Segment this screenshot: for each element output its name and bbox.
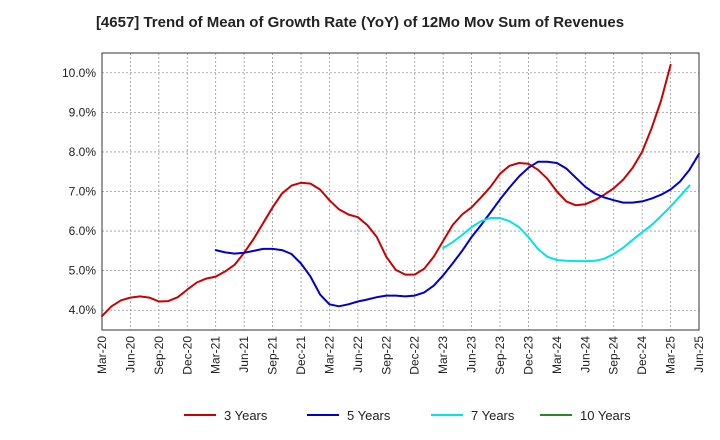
legend: 3 Years 5 Years 7 Years 10 Years <box>184 408 631 423</box>
legend-label-10-years: 10 Years <box>580 408 631 423</box>
series-layer <box>101 63 700 318</box>
y-tick-label: 5.0% <box>69 264 97 278</box>
y-tick-label: 6.0% <box>69 224 97 238</box>
x-tick-label: Dec-23 <box>521 336 535 375</box>
x-tick-label: Sep-20 <box>152 336 166 375</box>
x-tick-label: Dec-20 <box>180 336 194 375</box>
x-tick-label: Jun-20 <box>123 336 137 373</box>
x-tick-label: Sep-21 <box>266 336 280 375</box>
plot-area-frame <box>101 52 700 331</box>
x-tick-label: Dec-22 <box>408 336 422 375</box>
x-tick-label: Sep-24 <box>607 336 621 375</box>
x-tick-label: Mar-25 <box>664 336 678 374</box>
x-tick-label: Mar-21 <box>209 336 223 374</box>
x-tick-label: Jun-24 <box>578 336 592 373</box>
series-line-7-years <box>442 184 691 263</box>
x-tick-label: Dec-24 <box>635 336 649 375</box>
series-line-3-years <box>101 63 672 318</box>
x-tick-label: Sep-23 <box>493 336 507 375</box>
x-axis: Mar-20 Jun-20 Sep-20 Dec-20 Mar-21 Jun-21 Sep-… <box>95 336 706 375</box>
x-tick-label: Jun-25 <box>692 336 706 373</box>
grid-layer <box>101 53 700 330</box>
x-tick-label: Mar-23 <box>436 336 450 374</box>
x-tick-label: Jun-23 <box>465 336 479 373</box>
legend-label-5-years: 5 Years <box>347 408 391 423</box>
y-tick-label: 7.0% <box>69 185 97 199</box>
x-tick-label: Mar-24 <box>550 336 564 374</box>
x-tick-label: Mar-20 <box>95 336 109 374</box>
legend-label-7-years: 7 Years <box>471 408 515 423</box>
x-tick-label: Jun-21 <box>237 336 251 373</box>
y-tick-label: 4.0% <box>69 303 97 317</box>
y-tick-label: 10.0% <box>62 66 96 80</box>
x-tick-label: Mar-22 <box>322 336 336 374</box>
x-tick-label: Dec-21 <box>294 336 308 375</box>
x-tick-label: Sep-22 <box>379 336 393 375</box>
y-tick-label: 9.0% <box>69 105 97 119</box>
series-line-5-years <box>214 152 700 308</box>
chart-title: [4657] Trend of Mean of Growth Rate (YoY… <box>95 14 625 31</box>
y-tick-label: 8.0% <box>69 145 97 159</box>
y-axis: 4.0% 5.0% 6.0% 7.0% 8.0% 9.0% 10.0% <box>62 66 96 317</box>
x-tick-label: Jun-22 <box>351 336 365 373</box>
legend-label-3-years: 3 Years <box>224 408 268 423</box>
